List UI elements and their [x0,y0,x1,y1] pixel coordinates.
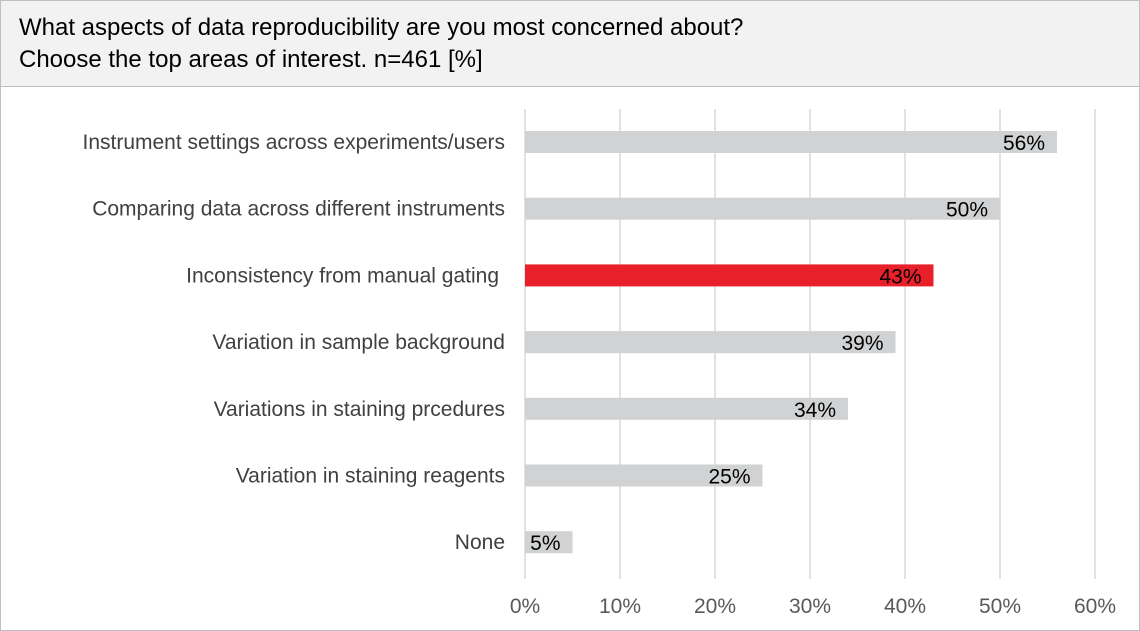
x-tick-label: 0% [510,595,540,618]
bar-highlighted [525,264,934,287]
x-tick-label: 40% [884,595,926,618]
bar [525,197,1000,220]
data-label: 50% [946,199,988,222]
x-tick-label: 30% [789,595,831,618]
chart-subtitle: Choose the top areas of interest. n=461 … [19,46,483,73]
data-label: 39% [841,332,883,355]
x-tick-label: 60% [1074,595,1116,618]
category-label: None [455,531,505,554]
chart-title: What aspects of data reproducibility are… [19,14,744,41]
bar [525,464,763,487]
data-label: 5% [530,532,560,555]
category-label: Variations in staining prcedures [214,398,505,421]
category-label: Instrument settings across experiments/u… [82,131,505,154]
bar [525,131,1057,153]
x-tick-label: 20% [694,595,736,618]
data-label: 43% [879,265,921,288]
x-tick-label: 10% [599,595,641,618]
bar [525,331,896,354]
data-label: 34% [794,399,836,422]
category-label: Variation in sample background [212,331,505,354]
category-label: Inconsistency from manual gating [186,264,499,287]
category-label: Comparing data across different instrume… [92,198,505,221]
category-label: Variation in staining reagents [236,465,505,488]
x-tick-label: 50% [979,595,1021,618]
data-label: 25% [708,466,750,489]
bar [525,397,848,420]
data-label: 56% [1003,132,1045,155]
bar [525,531,573,554]
chart-header: What aspects of data reproducibility are… [1,1,1139,87]
